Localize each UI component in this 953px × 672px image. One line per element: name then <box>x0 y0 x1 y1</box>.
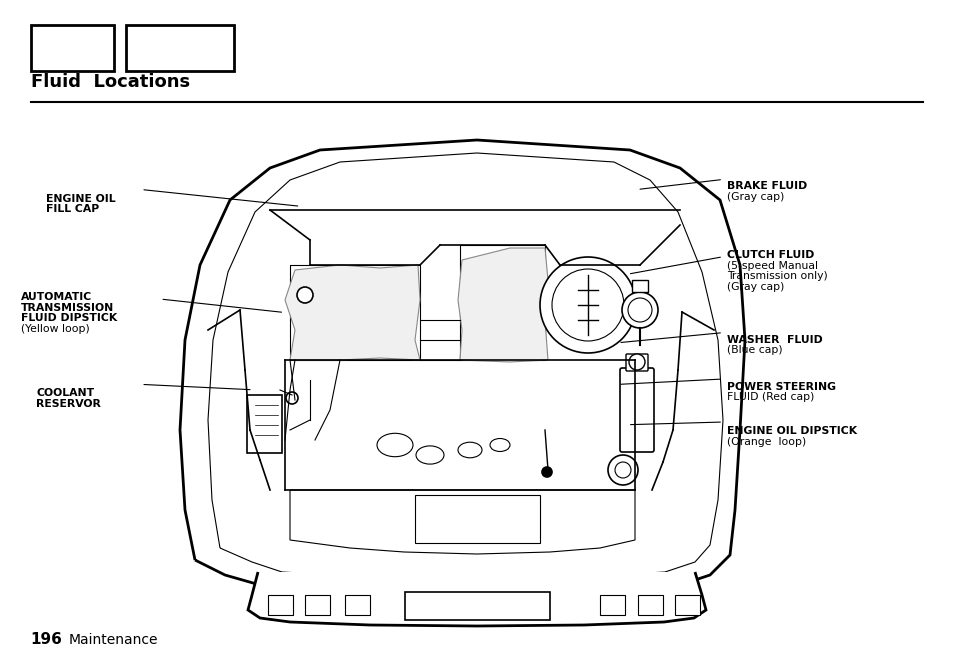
Text: (Blue cap): (Blue cap) <box>726 345 781 355</box>
Text: WASHER  FLUID: WASHER FLUID <box>726 335 821 345</box>
Text: 196: 196 <box>30 632 62 647</box>
Circle shape <box>628 354 644 370</box>
Text: CLUTCH FLUID: CLUTCH FLUID <box>726 250 814 260</box>
Text: FLUID DIPSTICK: FLUID DIPSTICK <box>21 313 117 323</box>
Circle shape <box>296 287 313 303</box>
Text: FILL CAP: FILL CAP <box>46 204 99 214</box>
Circle shape <box>627 298 651 322</box>
Bar <box>345 595 370 615</box>
PathPatch shape <box>285 265 419 360</box>
Bar <box>126 25 233 71</box>
PathPatch shape <box>457 248 547 362</box>
Text: RESERVOR: RESERVOR <box>36 399 101 409</box>
Text: COOLANT: COOLANT <box>36 388 94 398</box>
Text: FLUID (Red cap): FLUID (Red cap) <box>726 392 814 403</box>
Bar <box>638 595 662 615</box>
Bar <box>631 280 647 292</box>
FancyBboxPatch shape <box>625 354 647 371</box>
Text: TRANSMISSION: TRANSMISSION <box>21 303 114 313</box>
Text: (Gray cap): (Gray cap) <box>726 282 783 292</box>
Circle shape <box>621 292 658 328</box>
Text: Fluid  Locations: Fluid Locations <box>30 73 190 91</box>
Text: Maintenance: Maintenance <box>69 633 158 646</box>
PathPatch shape <box>180 140 744 593</box>
Bar <box>268 595 293 615</box>
PathPatch shape <box>290 265 419 360</box>
PathPatch shape <box>208 153 722 579</box>
Ellipse shape <box>376 433 413 457</box>
Circle shape <box>286 392 297 404</box>
Circle shape <box>539 257 636 353</box>
Bar <box>675 595 700 615</box>
Bar <box>405 592 550 620</box>
Circle shape <box>607 455 638 485</box>
Bar <box>30 25 114 71</box>
Text: (Yellow loop): (Yellow loop) <box>21 324 90 334</box>
Text: (5-speed Manual: (5-speed Manual <box>726 261 817 271</box>
Text: BRAKE FLUID: BRAKE FLUID <box>726 181 806 192</box>
Circle shape <box>541 467 552 477</box>
Text: Transmission only): Transmission only) <box>726 271 827 281</box>
Ellipse shape <box>490 439 510 452</box>
Ellipse shape <box>457 442 481 458</box>
Bar <box>247 395 282 453</box>
Text: (Gray cap): (Gray cap) <box>726 192 783 202</box>
Circle shape <box>615 462 630 478</box>
PathPatch shape <box>248 572 705 626</box>
Text: ENGINE OIL: ENGINE OIL <box>46 194 115 204</box>
Bar <box>599 595 624 615</box>
Bar <box>415 495 539 543</box>
Circle shape <box>552 269 623 341</box>
PathPatch shape <box>459 245 544 360</box>
Ellipse shape <box>416 446 443 464</box>
Bar <box>305 595 330 615</box>
Text: ENGINE OIL DIPSTICK: ENGINE OIL DIPSTICK <box>726 426 856 436</box>
Text: POWER STEERING: POWER STEERING <box>726 382 835 392</box>
Text: AUTOMATIC: AUTOMATIC <box>21 292 92 302</box>
FancyBboxPatch shape <box>619 368 654 452</box>
PathPatch shape <box>290 490 635 554</box>
Text: (Orange  loop): (Orange loop) <box>726 437 805 447</box>
